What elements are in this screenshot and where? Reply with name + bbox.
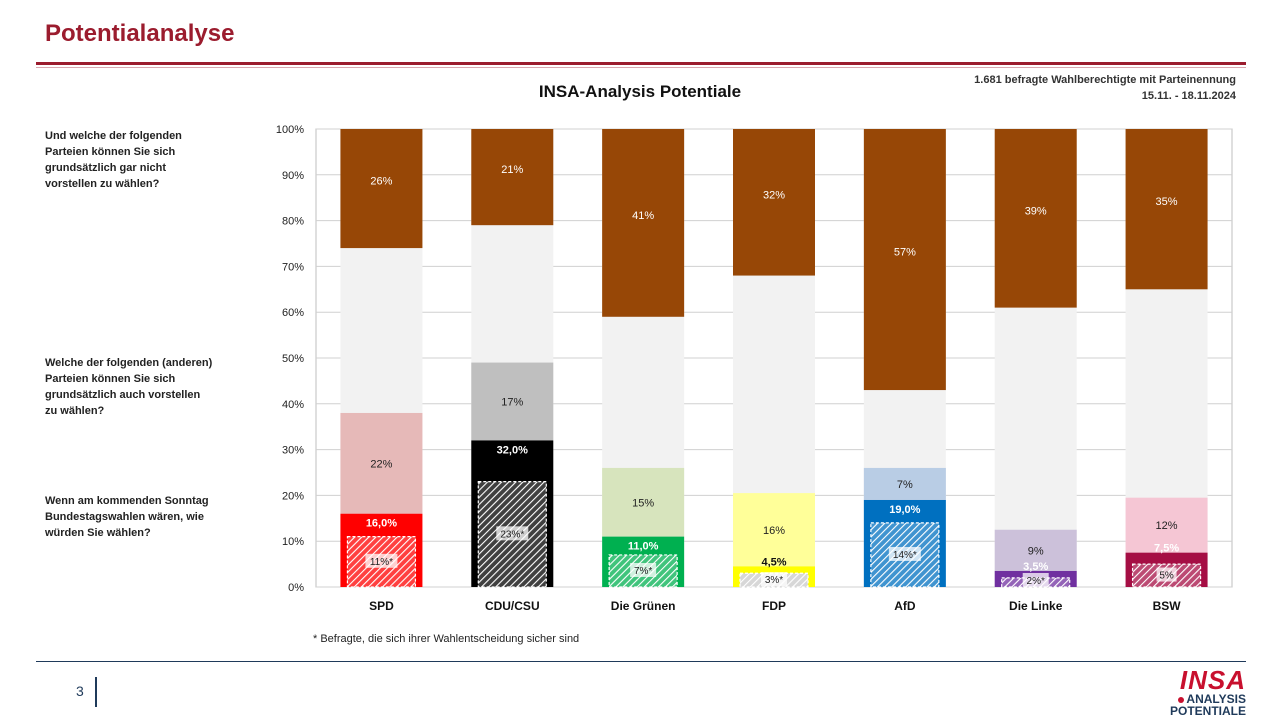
- data-label-potential: 22%: [370, 458, 392, 470]
- logo-sub-text-2: POTENTIALE: [1169, 704, 1246, 718]
- data-label-no-potential: 57%: [894, 247, 916, 259]
- sure-voters-label-bg: [365, 553, 398, 568]
- data-label-no-potential: 39%: [1025, 205, 1047, 217]
- survey-meta: 1.681 befragte Wahlberechtigte mit Parte…: [974, 72, 1236, 104]
- title-rule-thin: [36, 67, 1246, 68]
- data-label-sure-voters: 23%*: [500, 529, 524, 540]
- data-label-vote-intention: 16,0%: [366, 518, 397, 530]
- bar-segment-no-potential: [863, 129, 946, 391]
- footnote: * Befragte, die sich ihrer Wahlentscheid…: [313, 633, 580, 645]
- bar-segment-no-potential: [994, 129, 1077, 308]
- title-rule: [36, 62, 1246, 65]
- sure-voters-label-bg: [761, 572, 787, 587]
- bar-segment-no-potential: [471, 129, 554, 226]
- bar-segment-no-potential: [340, 129, 423, 249]
- data-label-vote-intention: 19,0%: [889, 504, 920, 516]
- bar-segment-potential: [863, 467, 946, 500]
- data-label-sure-voters: 7%*: [634, 566, 652, 577]
- chart-title: INSA-Analysis Potentiale: [539, 82, 741, 101]
- data-label-no-potential: 21%: [501, 164, 523, 176]
- page-number-bar: [95, 677, 97, 707]
- data-label-sure-voters: 2%*: [1027, 576, 1045, 587]
- x-tick-label: BSW: [1153, 599, 1182, 613]
- data-label-no-potential: 35%: [1156, 196, 1178, 208]
- bar-segment-potential: [733, 493, 815, 567]
- y-tick-label: 60%: [282, 307, 304, 319]
- data-label-potential: 16%: [763, 525, 785, 537]
- sure-voters-label-bg: [496, 526, 529, 541]
- data-label-vote-intention: 7,5%: [1154, 543, 1179, 555]
- y-tick-label: 40%: [282, 399, 304, 411]
- sure-voters-label-bg: [1156, 567, 1177, 582]
- y-tick-label: 70%: [282, 261, 304, 273]
- data-label-potential: 12%: [1156, 520, 1178, 532]
- data-label-no-potential: 41%: [632, 210, 654, 222]
- bar-segment-potential: [994, 529, 1077, 571]
- bar-segment-no-potential: [1125, 129, 1208, 290]
- data-label-potential: 7%: [897, 479, 913, 491]
- sample-size-text: 1.681 befragte Wahlberechtigte mit Parte…: [974, 74, 1236, 86]
- data-label-potential: 9%: [1028, 545, 1044, 557]
- y-tick-label: 100%: [276, 124, 304, 136]
- x-tick-label: AfD: [894, 599, 916, 613]
- logo-dot-icon: [1178, 696, 1185, 703]
- data-label-sure-voters: 5%: [1159, 571, 1174, 582]
- page-title: Potentialanalyse: [45, 20, 235, 47]
- y-tick-label: 80%: [282, 216, 304, 228]
- page-number: 3: [76, 683, 84, 699]
- y-tick-label: 10%: [282, 536, 304, 548]
- data-label-potential: 15%: [632, 497, 654, 509]
- survey-date-text: 15.11. - 18.11.2024: [1141, 90, 1236, 102]
- bar-segment-potential: [602, 467, 685, 537]
- logo-main-text: INSA: [1179, 665, 1246, 695]
- question-could-vote: Welche der folgenden (anderen) Parteien …: [45, 357, 213, 417]
- y-tick-label: 90%: [282, 170, 304, 182]
- x-tick-label: Die Linke: [1009, 599, 1063, 613]
- footer-rule: [36, 661, 1246, 662]
- data-label-vote-intention: 3,5%: [1023, 561, 1048, 573]
- logo-sub-text-1: ANALYSIS: [1186, 692, 1246, 706]
- y-tick-label: 30%: [282, 445, 304, 457]
- y-tick-label: 50%: [282, 353, 304, 365]
- x-tick-label: Die Grünen: [611, 599, 676, 613]
- data-label-potential: 17%: [501, 397, 523, 409]
- x-tick-label: CDU/CSU: [485, 599, 540, 613]
- data-label-sure-voters: 11%*: [370, 557, 393, 568]
- x-tick-label: SPD: [369, 599, 394, 613]
- bar-segment-no-potential: [602, 129, 685, 317]
- data-label-sure-voters: 14%*: [893, 550, 917, 561]
- data-label-no-potential: 32%: [763, 189, 785, 201]
- bar-segment-no-potential: [733, 129, 815, 276]
- y-tick-label: 20%: [282, 490, 304, 502]
- y-tick-label: 0%: [288, 582, 304, 594]
- insa-logo: INSA ANALYSIS POTENTIALE: [1170, 667, 1246, 717]
- sure-voters-label-bg: [630, 562, 657, 577]
- bar-segment-potential: [340, 412, 423, 514]
- bar-segment-potential: [1125, 497, 1208, 553]
- data-label-no-potential: 26%: [370, 176, 392, 188]
- question-not-vote: Und welche der folgenden Parteien können…: [45, 130, 182, 190]
- question-vote-intention: Wenn am kommenden Sonntag Bundestagswahl…: [45, 495, 209, 539]
- sure-voters-label-bg: [888, 546, 921, 561]
- x-tick-label: FDP: [762, 599, 786, 613]
- bar-segment-potential: [471, 362, 554, 441]
- data-label-vote-intention: 32,0%: [497, 444, 528, 456]
- data-label-sure-voters: 3%*: [765, 575, 783, 586]
- data-label-vote-intention: 4,5%: [761, 556, 786, 568]
- data-label-vote-intention: 11,0%: [628, 541, 659, 553]
- sure-voters-label-bg: [1022, 573, 1049, 587]
